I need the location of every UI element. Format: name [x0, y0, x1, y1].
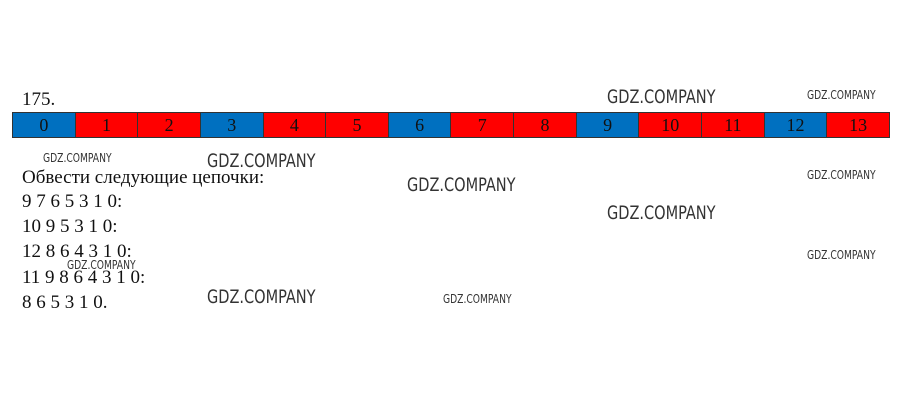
instruction: Обвести следующие цепочки: — [22, 167, 265, 188]
watermark: GDZ.COMPANY — [43, 151, 112, 165]
chain: 8 6 5 3 1 0. — [22, 292, 108, 313]
number-cell: 10 — [639, 113, 703, 137]
number-cell: 7 — [451, 113, 515, 137]
watermark: GDZ.COMPANY — [607, 86, 716, 108]
number-strip: 0 1 2 3 4 5 6 7 8 9 10 11 12 13 — [12, 112, 890, 138]
number-cell: 2 — [138, 113, 201, 137]
exercise-number: 175. — [22, 89, 56, 110]
chain: 12 8 6 4 3 1 0: — [22, 241, 132, 262]
watermark: GDZ.COMPANY — [807, 248, 876, 262]
chain: 11 9 8 6 4 3 1 0: — [22, 267, 146, 288]
number-cell: 12 — [764, 113, 828, 137]
number-cell: 13 — [827, 113, 889, 137]
watermark: GDZ.COMPANY — [207, 150, 316, 172]
number-cell: 3 — [200, 113, 264, 137]
watermark: GDZ.COMPANY — [607, 202, 716, 224]
number-cell: 4 — [263, 113, 327, 137]
number-cell: 11 — [702, 113, 765, 137]
watermark: GDZ.COMPANY — [407, 174, 516, 196]
number-cell: 5 — [326, 113, 389, 137]
watermark: GDZ.COMPANY — [807, 88, 876, 102]
watermark: GDZ.COMPANY — [207, 286, 316, 308]
number-cell: 0 — [13, 113, 76, 137]
chain: 9 7 6 5 3 1 0: — [22, 191, 123, 212]
number-cell: 1 — [75, 113, 139, 137]
watermark: GDZ.COMPANY — [807, 168, 876, 182]
number-cell: 8 — [514, 113, 577, 137]
chain: 10 9 5 3 1 0: — [22, 216, 118, 237]
number-cell: 6 — [388, 113, 452, 137]
watermark: GDZ.COMPANY — [443, 292, 512, 306]
watermark: GDZ.COMPANY — [67, 258, 136, 272]
number-cell: 9 — [576, 113, 640, 137]
